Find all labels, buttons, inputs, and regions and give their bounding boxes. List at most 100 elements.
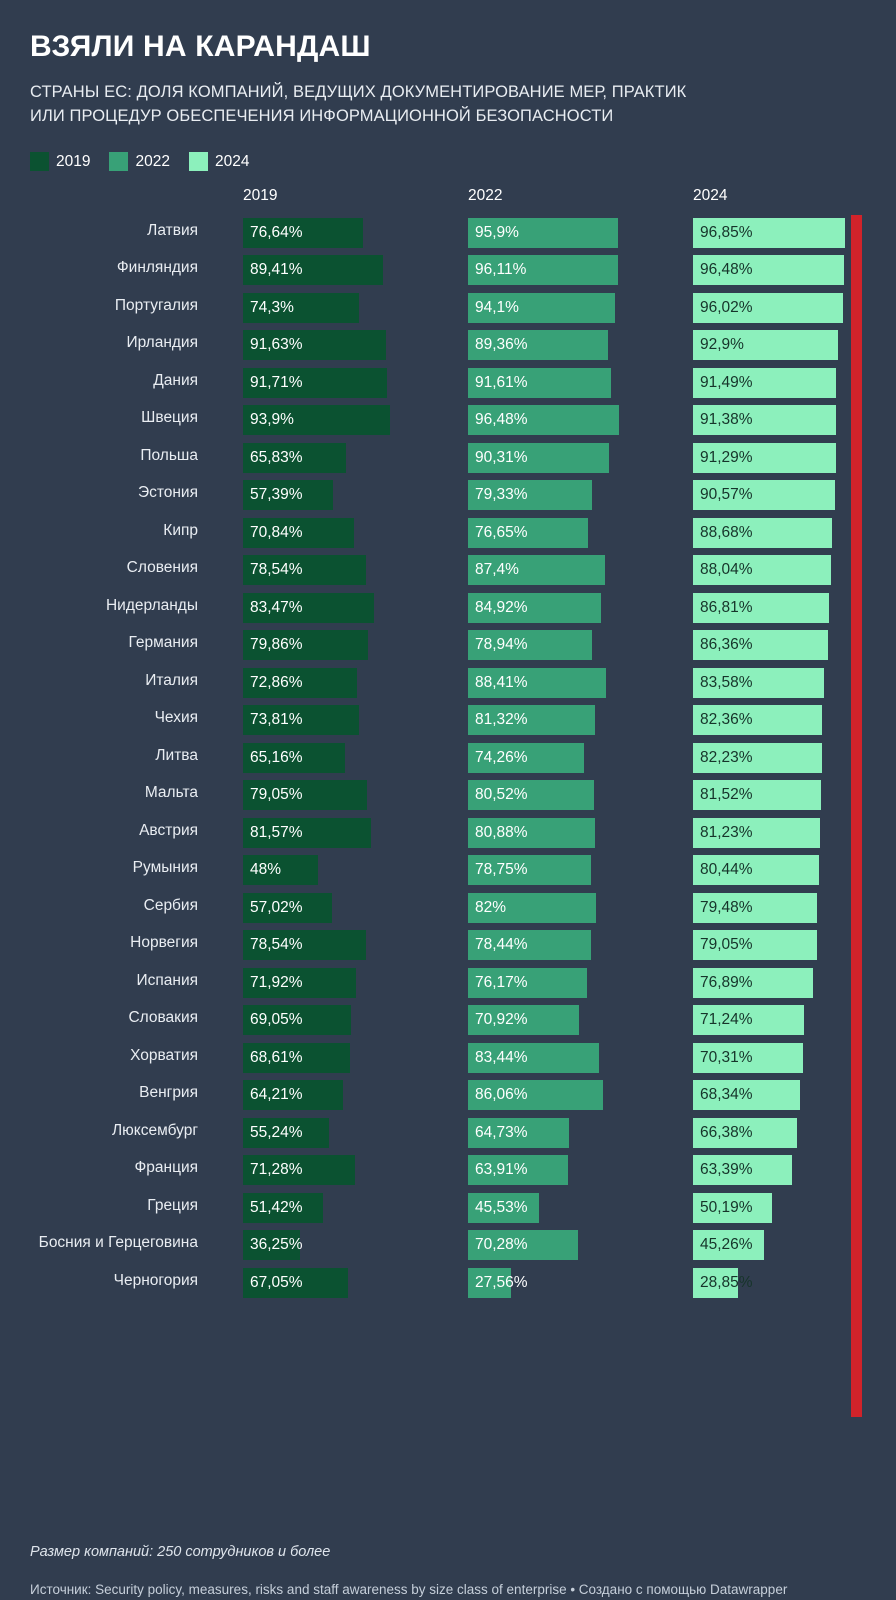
bar-2024[interactable]: 96,02%	[693, 292, 844, 323]
bar-2022[interactable]: 45,53%	[468, 1192, 540, 1223]
legend-swatch-icon	[30, 152, 49, 172]
bar-2024[interactable]: 91,38%	[693, 405, 836, 436]
bar-2024[interactable]: 79,05%	[693, 930, 817, 961]
bar-2022[interactable]: 89,36%	[468, 330, 608, 361]
bar-2022[interactable]: 80,88%	[468, 817, 595, 848]
bar-2024[interactable]: 66,38%	[693, 1117, 797, 1148]
bar-value-label: 86,81%	[700, 598, 753, 616]
bar-cell-2024: 83,58%	[693, 667, 896, 698]
bar-2022[interactable]: 87,4%	[468, 555, 605, 586]
bar-2019[interactable]: 65,16%	[243, 742, 345, 773]
bar-2024[interactable]: 96,48%	[693, 255, 844, 286]
bar-2022[interactable]: 91,61%	[468, 367, 612, 398]
bar-2024[interactable]: 79,48%	[693, 892, 818, 923]
bar-2019[interactable]: 89,41%	[243, 255, 383, 286]
bar-2024[interactable]: 28,85%	[693, 1267, 753, 1298]
bar-cell-2024: 71,24%	[693, 1005, 896, 1036]
bar-2019[interactable]: 51,42%	[243, 1192, 324, 1223]
bar-2022[interactable]: 80,52%	[468, 780, 594, 811]
bar-2022[interactable]: 96,48%	[468, 405, 619, 436]
bar-2022[interactable]: 78,94%	[468, 630, 592, 661]
bar-2024[interactable]: 83,58%	[693, 667, 824, 698]
bar-2024[interactable]: 76,89%	[693, 967, 814, 998]
bar-2019[interactable]: 48%	[243, 855, 319, 886]
bar-2024[interactable]: 88,68%	[693, 517, 832, 548]
bar-2024[interactable]: 70,31%	[693, 1042, 804, 1073]
bar-2024[interactable]: 88,04%	[693, 555, 831, 586]
bar-2024[interactable]: 81,52%	[693, 780, 821, 811]
bar-2024[interactable]: 63,39%	[693, 1155, 793, 1186]
bar-2019[interactable]: 79,86%	[243, 630, 368, 661]
bar-2022[interactable]: 86,06%	[468, 1080, 603, 1111]
bar-2019[interactable]: 78,54%	[243, 930, 366, 961]
bar-2019[interactable]: 64,21%	[243, 1080, 344, 1111]
bar-2024[interactable]: 92,9%	[693, 330, 839, 361]
bar-2024[interactable]: 80,44%	[693, 855, 819, 886]
chart-row: Литва 65,16% 74,26% 82,23%	[30, 740, 866, 778]
bar-value-label: 70,84%	[250, 523, 303, 541]
bar-2019[interactable]: 81,57%	[243, 817, 371, 848]
bar-2024[interactable]: 86,36%	[693, 630, 829, 661]
bar-2022[interactable]: 76,65%	[468, 517, 588, 548]
bar-2019[interactable]: 67,05%	[243, 1267, 348, 1298]
bar-2022[interactable]: 76,17%	[468, 967, 588, 998]
bar-2024[interactable]: 91,29%	[693, 442, 836, 473]
bar-2024[interactable]: 90,57%	[693, 480, 835, 511]
bar-2022[interactable]: 63,91%	[468, 1155, 569, 1186]
legend-swatch-icon	[188, 152, 208, 172]
bar-2019[interactable]: 76,64%	[243, 217, 363, 248]
bar-2022[interactable]: 88,41%	[468, 667, 607, 698]
bar-2022[interactable]: 79,33%	[468, 480, 593, 511]
bar-2022[interactable]: 82%	[468, 892, 597, 923]
bar-2022[interactable]: 70,28%	[468, 1230, 578, 1261]
bar-2019[interactable]: 57,39%	[243, 480, 333, 511]
bar-value-label: 71,28%	[250, 1161, 303, 1179]
bar-2022[interactable]: 81,32%	[468, 705, 596, 736]
bar-2019[interactable]: 57,02%	[243, 892, 333, 923]
bar-2019[interactable]: 71,28%	[243, 1155, 355, 1186]
bar-2019[interactable]: 71,92%	[243, 967, 356, 998]
bar-2019[interactable]: 91,71%	[243, 367, 387, 398]
bar-2019[interactable]: 55,24%	[243, 1117, 330, 1148]
bar-2022[interactable]: 78,44%	[468, 930, 591, 961]
bar-cell-2022: 95,9%	[468, 217, 685, 248]
bar-2022[interactable]: 95,9%	[468, 217, 619, 248]
bar-2024[interactable]: 71,24%	[693, 1005, 805, 1036]
bar-2019[interactable]: 65,83%	[243, 442, 347, 473]
bar-cell-2022: 74,26%	[468, 742, 685, 773]
row-label-country: Словения	[126, 559, 198, 577]
bar-2019[interactable]: 74,3%	[243, 292, 360, 323]
bar-2019[interactable]: 73,81%	[243, 705, 359, 736]
bar-2019[interactable]: 83,47%	[243, 592, 374, 623]
bar-2024[interactable]: 82,23%	[693, 742, 822, 773]
bar-2019[interactable]: 36,25%	[243, 1230, 303, 1261]
bar-2022[interactable]: 96,11%	[468, 255, 619, 286]
bar-2024[interactable]: 50,19%	[693, 1192, 772, 1223]
bar-2022[interactable]: 27,56%	[468, 1267, 528, 1298]
bar-2019[interactable]: 78,54%	[243, 555, 366, 586]
bar-2024[interactable]: 82,36%	[693, 705, 822, 736]
bar-2019[interactable]: 70,84%	[243, 517, 354, 548]
bar-2019[interactable]: 93,9%	[243, 405, 390, 436]
bar-2022[interactable]: 74,26%	[468, 742, 585, 773]
bar-2022[interactable]: 90,31%	[468, 442, 610, 473]
bar-cell-2022: 83,44%	[468, 1042, 685, 1073]
bar-2024[interactable]: 86,81%	[693, 592, 829, 623]
bar-cell-2024: 81,23%	[693, 817, 896, 848]
bar-2024[interactable]: 45,26%	[693, 1230, 764, 1261]
bar-2022[interactable]: 78,75%	[468, 855, 592, 886]
bar-2019[interactable]: 69,05%	[243, 1005, 352, 1036]
bar-2024[interactable]: 81,23%	[693, 817, 821, 848]
bar-2022[interactable]: 64,73%	[468, 1117, 570, 1148]
bar-2024[interactable]: 68,34%	[693, 1080, 800, 1111]
bar-2019[interactable]: 72,86%	[243, 667, 358, 698]
bar-2024[interactable]: 96,85%	[693, 217, 845, 248]
bar-2022[interactable]: 94,1%	[468, 292, 616, 323]
bar-2022[interactable]: 84,92%	[468, 592, 601, 623]
bar-2024[interactable]: 91,49%	[693, 367, 837, 398]
bar-2022[interactable]: 83,44%	[468, 1042, 599, 1073]
bar-2019[interactable]: 91,63%	[243, 330, 387, 361]
bar-2019[interactable]: 79,05%	[243, 780, 367, 811]
bar-2022[interactable]: 70,92%	[468, 1005, 579, 1036]
bar-2019[interactable]: 68,61%	[243, 1042, 351, 1073]
